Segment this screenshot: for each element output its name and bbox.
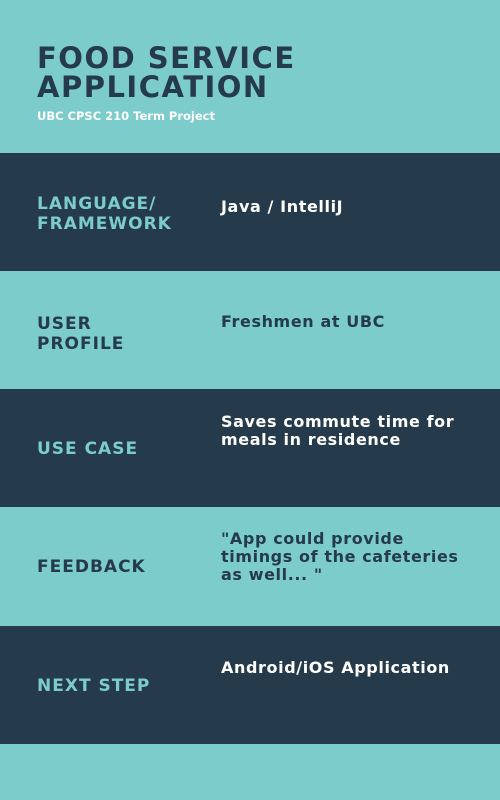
- row-label: NEXT STEP: [37, 676, 151, 696]
- row-label: USE CASE: [37, 439, 139, 459]
- row-value: Java / IntelliJ: [221, 197, 344, 216]
- row-value: "App could provide timings of the cafete…: [221, 529, 459, 584]
- row-use-case: USE CASE Saves commute time for meals in…: [0, 389, 500, 507]
- row-next-step: NEXT STEP Android/iOS Application: [0, 626, 500, 744]
- row-value: Android/iOS Application: [221, 658, 450, 677]
- row-feedback: FEEDBACK "App could provide timings of t…: [0, 507, 500, 626]
- page-subtitle: UBC CPSC 210 Term Project: [37, 109, 215, 123]
- row-value: Saves commute time for meals in residenc…: [221, 412, 455, 449]
- row-value: Freshmen at UBC: [221, 312, 385, 331]
- page-title: FOOD SERVICE APPLICATION: [37, 41, 296, 104]
- row-language-framework: LANGUAGE/ FRAMEWORK Java / IntelliJ: [0, 153, 500, 271]
- row-user-profile: USER PROFILE Freshmen at UBC: [0, 271, 500, 389]
- header: FOOD SERVICE APPLICATION UBC CPSC 210 Te…: [0, 0, 500, 153]
- row-label: USER PROFILE: [37, 314, 125, 354]
- row-label: FEEDBACK: [37, 557, 146, 577]
- row-label: LANGUAGE/ FRAMEWORK: [37, 194, 172, 234]
